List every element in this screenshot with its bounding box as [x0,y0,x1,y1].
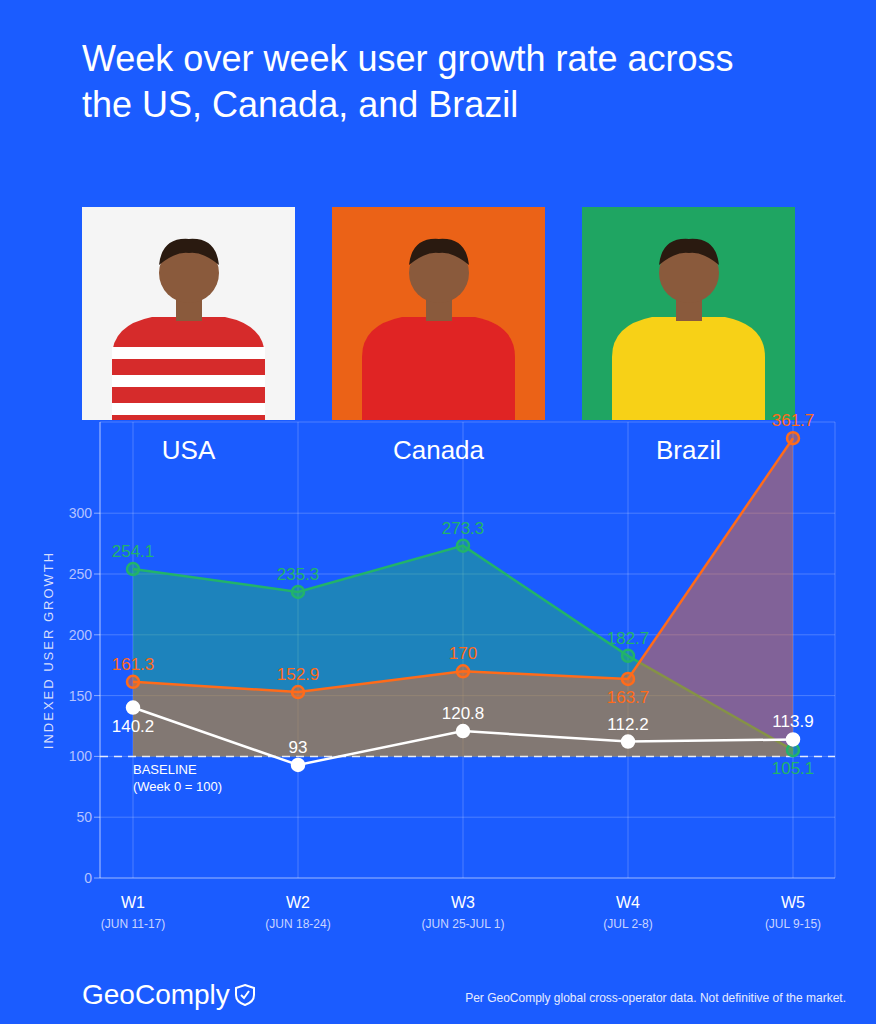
svg-text:163.7: 163.7 [607,688,650,707]
svg-text:182.7: 182.7 [607,629,650,648]
svg-text:273.3: 273.3 [442,519,485,538]
svg-text:112.2: 112.2 [607,715,648,734]
svg-text:(JUL 9-15): (JUL 9-15) [765,917,821,931]
svg-text:200: 200 [69,627,93,643]
svg-text:140.2: 140.2 [112,717,155,736]
svg-text:50: 50 [76,809,92,825]
svg-text:100: 100 [69,748,93,764]
svg-text:(JUN 11-17): (JUN 11-17) [101,917,165,931]
svg-text:254.1: 254.1 [112,542,155,561]
svg-text:120.8: 120.8 [442,704,485,723]
svg-text:93: 93 [289,738,308,757]
svg-text:113.9: 113.9 [772,712,813,731]
svg-text:(JUN 25-JUL 1): (JUN 25-JUL 1) [422,917,505,931]
html-text:Per GeoComply global cross-ope: Per GeoComply global cross-operator data… [465,991,846,1005]
svg-text:235.3: 235.3 [277,565,320,584]
svg-text:W3: W3 [451,894,475,911]
svg-text:W5: W5 [781,894,805,911]
svg-text:(JUL 2-8): (JUL 2-8) [603,917,653,931]
svg-text:361.7: 361.7 [772,411,815,430]
svg-text:INDEXED USER GROWTH: INDEXED USER GROWTH [41,551,56,749]
svg-text:W4: W4 [616,894,640,911]
svg-text:BASELINE(Week 0 = 100): BASELINE(Week 0 = 100) [133,762,222,794]
html-text:Canada: Canada [393,435,484,465]
svg-text:161.3: 161.3 [112,655,155,674]
svg-text:152.9: 152.9 [277,665,320,684]
html-text:USA: USA [161,435,216,465]
svg-text:(JUN 18-24): (JUN 18-24) [265,917,330,931]
svg-text:0: 0 [84,870,92,886]
svg-text:250: 250 [69,566,93,582]
svg-text:150: 150 [69,688,93,704]
html-text:GeoComply: GeoComply [82,979,230,1010]
svg-text:W2: W2 [286,894,310,911]
html-text:Week over week user growth rat: Week over week user growth rate across t… [82,38,734,125]
svg-text:W1: W1 [121,894,145,911]
svg-text:300: 300 [69,505,93,521]
svg-text:105.1: 105.1 [772,759,815,778]
svg-text:170: 170 [449,644,477,663]
html-text:Brazil: Brazil [656,435,721,465]
